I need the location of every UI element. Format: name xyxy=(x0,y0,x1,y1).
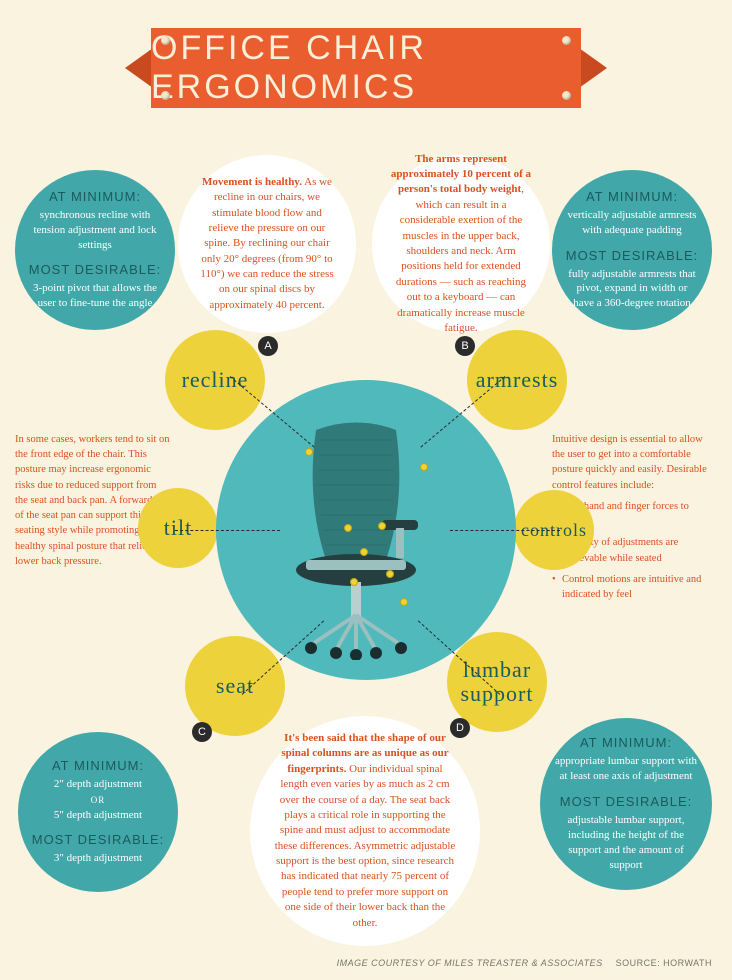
lumbar-desirable-body: adjustable lumbar support, including the… xyxy=(540,813,712,872)
lumbar-min-body: appropriate lumbar support with at least… xyxy=(540,754,712,784)
key-d: D xyxy=(450,718,470,738)
tilt-label-circle: tilt xyxy=(138,488,218,568)
chair-illustration xyxy=(256,400,476,660)
armrests-min-body: vertically adjustable armrests with adeq… xyxy=(552,208,712,238)
controls-b3: Control motions are intuitive and indica… xyxy=(552,572,717,602)
recline-desirable-heading: MOST DESIRABLE: xyxy=(29,262,162,277)
banner-flag-right xyxy=(579,48,607,88)
recline-info-bold: Movement is healthy. xyxy=(202,176,302,188)
lumbar-desirable-heading: MOST DESIRABLE: xyxy=(560,794,693,809)
seat-min-body1: 2" depth adjustment xyxy=(44,777,152,792)
page-title: OFFICE CHAIR ERGONOMICS xyxy=(151,29,581,107)
recline-min-heading: AT MINIMUM: xyxy=(49,189,141,204)
seat-desirable-heading: MOST DESIRABLE: xyxy=(32,832,165,847)
recline-info: Movement is healthy. As we recline in ou… xyxy=(196,175,338,314)
tilt-label: tilt xyxy=(164,515,192,541)
armrests-min-heading: AT MINIMUM: xyxy=(586,189,678,204)
key-a: A xyxy=(258,336,278,356)
armrests-desirable-body: fully adjustable armrests that pivot, ex… xyxy=(552,267,712,312)
recline-desirable-body: 3-point pivot that allows the user to fi… xyxy=(15,281,175,311)
seat-label: seat xyxy=(216,673,254,699)
armrests-label-circle: armrests xyxy=(467,330,567,430)
recline-info-circle: Movement is healthy. As we recline in ou… xyxy=(178,155,356,333)
recline-info-body: As we recline in our chairs, we stimulat… xyxy=(200,176,333,311)
controls-intro: Intuitive design is essential to allow t… xyxy=(552,432,717,493)
banner-flag-left xyxy=(125,48,153,88)
footer-credit: IMAGE COURTESY OF MILES TREASTER & ASSOC… xyxy=(337,958,603,968)
key-c: C xyxy=(192,722,212,742)
seat-minmax-circle: AT MINIMUM: 2" depth adjustment OR 5" de… xyxy=(18,732,178,892)
seat-info-body: Our individual spinal length even varies… xyxy=(275,763,456,929)
armrests-info-body: , which can result in a considerable exe… xyxy=(396,183,526,334)
armrests-info-circle: The arms represent approximately 10 perc… xyxy=(372,155,550,333)
seat-min-body2: 5" depth adjustment xyxy=(44,808,152,823)
lumbar-min-heading: AT MINIMUM: xyxy=(580,735,672,750)
armrests-info-bold: The arms represent approximately 10 perc… xyxy=(391,153,531,196)
seat-min-heading: AT MINIMUM: xyxy=(52,758,144,773)
key-b: B xyxy=(455,336,475,356)
armrests-info: The arms represent approximately 10 perc… xyxy=(388,152,534,337)
seat-info: It's been said that the shape of our spi… xyxy=(274,731,456,931)
armrests-minmax-circle: AT MINIMUM: vertically adjustable armres… xyxy=(552,170,712,330)
armrests-desirable-heading: MOST DESIRABLE: xyxy=(566,248,699,263)
title-banner: OFFICE CHAIR ERGONOMICS xyxy=(151,28,581,108)
recline-minmax-circle: AT MINIMUM: synchronous recline with ten… xyxy=(15,170,175,330)
lumbar-label: lumbar support xyxy=(461,658,534,706)
lumbar-minmax-circle: AT MINIMUM: appropriate lumbar support w… xyxy=(540,718,712,890)
seat-desirable-body: 3" depth adjustment xyxy=(44,851,152,866)
recline-label-circle: recline xyxy=(165,330,265,430)
recline-min-body: synchronous recline with tension adjustm… xyxy=(15,208,175,253)
seat-info-circle: It's been said that the shape of our spi… xyxy=(250,716,480,946)
seat-or: OR xyxy=(81,794,116,806)
footer-credits: IMAGE COURTESY OF MILES TREASTER & ASSOC… xyxy=(337,958,712,968)
recline-label: recline xyxy=(182,367,249,393)
footer-source: SOURCE: HORWATH xyxy=(616,958,712,968)
